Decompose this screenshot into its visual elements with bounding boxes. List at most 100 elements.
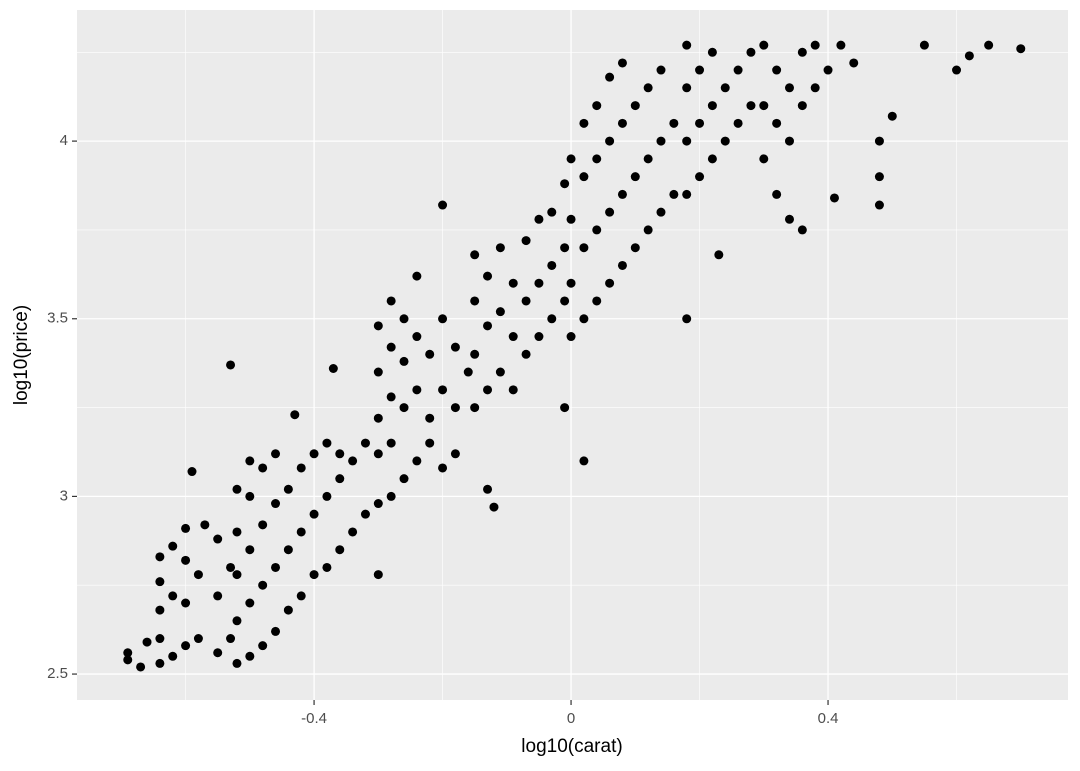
point — [181, 598, 191, 608]
point — [412, 385, 422, 395]
point — [810, 83, 820, 93]
point — [964, 51, 974, 61]
point — [450, 449, 460, 459]
point — [772, 189, 782, 199]
point — [373, 570, 383, 580]
point — [283, 605, 293, 615]
point — [399, 403, 409, 413]
point — [438, 463, 448, 473]
point — [784, 83, 794, 93]
point — [579, 314, 589, 324]
point — [849, 58, 859, 68]
point — [290, 410, 300, 420]
point — [772, 118, 782, 128]
point — [669, 118, 679, 128]
point — [226, 562, 236, 572]
point — [373, 413, 383, 423]
point — [579, 118, 589, 128]
point — [483, 484, 493, 494]
point — [707, 154, 717, 164]
grid — [77, 10, 1068, 700]
x-axis-title: log10(carat) — [521, 736, 622, 757]
point — [470, 250, 480, 260]
point — [746, 47, 756, 57]
point — [425, 438, 435, 448]
point — [258, 580, 268, 590]
point — [836, 40, 846, 50]
point — [200, 520, 210, 530]
point — [386, 392, 396, 402]
point — [797, 47, 807, 57]
point — [213, 648, 223, 658]
point — [438, 200, 448, 210]
x-tick-label: 0.4 — [818, 710, 839, 727]
point — [335, 449, 345, 459]
point — [495, 307, 505, 317]
point — [605, 207, 615, 217]
point — [168, 651, 178, 661]
point — [508, 385, 518, 395]
point — [412, 271, 422, 281]
point — [360, 438, 370, 448]
point — [521, 296, 531, 306]
point — [258, 641, 268, 651]
point — [759, 154, 769, 164]
point — [271, 626, 281, 636]
point — [386, 342, 396, 352]
point — [470, 296, 480, 306]
point — [232, 616, 242, 626]
point — [534, 278, 544, 288]
point — [187, 467, 197, 477]
point — [695, 65, 705, 75]
point — [617, 118, 627, 128]
point — [348, 527, 358, 537]
point — [322, 562, 332, 572]
point — [483, 385, 493, 395]
point — [348, 456, 358, 466]
point — [720, 136, 730, 146]
point — [656, 207, 666, 217]
point — [592, 154, 602, 164]
point — [605, 72, 615, 82]
point — [579, 456, 589, 466]
point — [874, 136, 884, 146]
point — [142, 637, 152, 647]
point — [682, 314, 692, 324]
point — [399, 356, 409, 366]
point — [508, 278, 518, 288]
point — [560, 296, 570, 306]
point — [155, 552, 165, 562]
point — [784, 136, 794, 146]
point — [412, 332, 422, 342]
point — [643, 154, 653, 164]
point — [373, 449, 383, 459]
point — [810, 40, 820, 50]
point — [296, 527, 306, 537]
point — [630, 101, 640, 111]
point — [232, 527, 242, 537]
point — [425, 413, 435, 423]
point — [605, 136, 615, 146]
point — [682, 40, 692, 50]
point — [328, 364, 338, 374]
point — [309, 509, 319, 519]
point — [232, 658, 242, 668]
point — [335, 545, 345, 555]
point — [784, 214, 794, 224]
point — [322, 438, 332, 448]
point — [592, 225, 602, 235]
point — [566, 154, 576, 164]
point — [155, 605, 165, 615]
point — [271, 499, 281, 509]
point — [984, 40, 994, 50]
point — [656, 65, 666, 75]
point — [682, 189, 692, 199]
point — [560, 403, 570, 413]
point — [168, 591, 178, 601]
point — [123, 655, 133, 665]
point — [772, 65, 782, 75]
point — [283, 545, 293, 555]
point — [952, 65, 962, 75]
point — [695, 172, 705, 182]
